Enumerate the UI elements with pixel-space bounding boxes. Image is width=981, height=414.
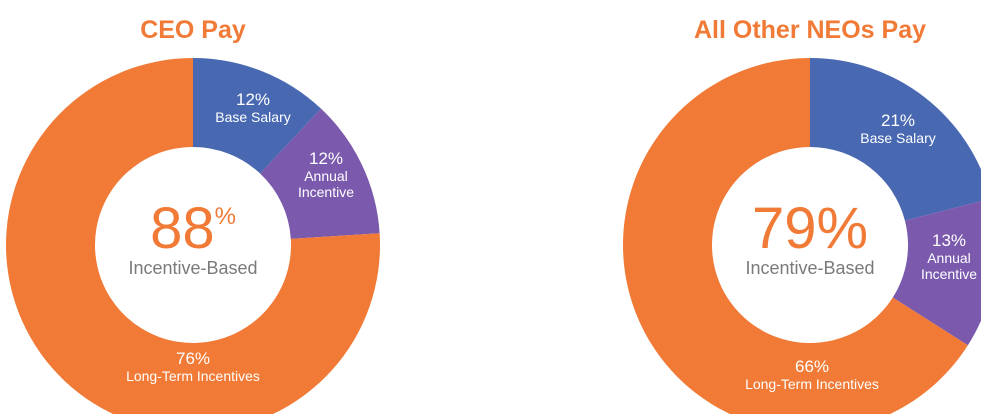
slice-base-salary	[193, 58, 322, 174]
donut-chart-2: All Other NEOs Pay 21%Base Salary 13%Annua…	[623, 16, 981, 414]
slice-label: 66%Long-Term Incentives	[745, 357, 879, 392]
center-label: Incentive-Based	[745, 258, 874, 278]
slice-long-term-incentives	[6, 58, 380, 414]
slice-base-salary	[810, 58, 981, 221]
slice-category: Annual	[304, 168, 348, 184]
slice-percent: 12%	[309, 149, 343, 168]
center-value: 79%	[752, 196, 868, 261]
slice-category: Base Salary	[860, 130, 935, 146]
slice-category: Long-Term Incentives	[745, 376, 879, 392]
slice-category: Incentive	[921, 266, 977, 282]
slice-annual-incentive	[260, 108, 380, 239]
slice-long-term-incentives	[623, 58, 968, 414]
slice-category: Long-Term Incentives	[126, 368, 260, 384]
slice-category: Base Salary	[215, 109, 290, 125]
slice-percent: 12%	[236, 90, 270, 109]
center-label: Incentive-Based	[128, 258, 257, 278]
slice-category: Incentive	[298, 184, 354, 200]
slice-percent: 66%	[795, 357, 829, 376]
center-value: 88%	[150, 196, 236, 261]
slice-percent: 13%	[932, 231, 966, 250]
slice-percent: 21%	[881, 111, 915, 130]
chart-title: CEO Pay	[140, 16, 246, 44]
slice-percent: 76%	[176, 349, 210, 368]
slice-annual-incentive	[892, 201, 981, 346]
chart-title: All Other NEOs Pay	[694, 16, 926, 44]
slice-label: 21%Base Salary	[860, 111, 935, 146]
slice-category: Annual	[927, 250, 971, 266]
slice-label: 12%Base Salary	[215, 90, 290, 125]
slice-label: 76%Long-Term Incentives	[126, 349, 260, 384]
